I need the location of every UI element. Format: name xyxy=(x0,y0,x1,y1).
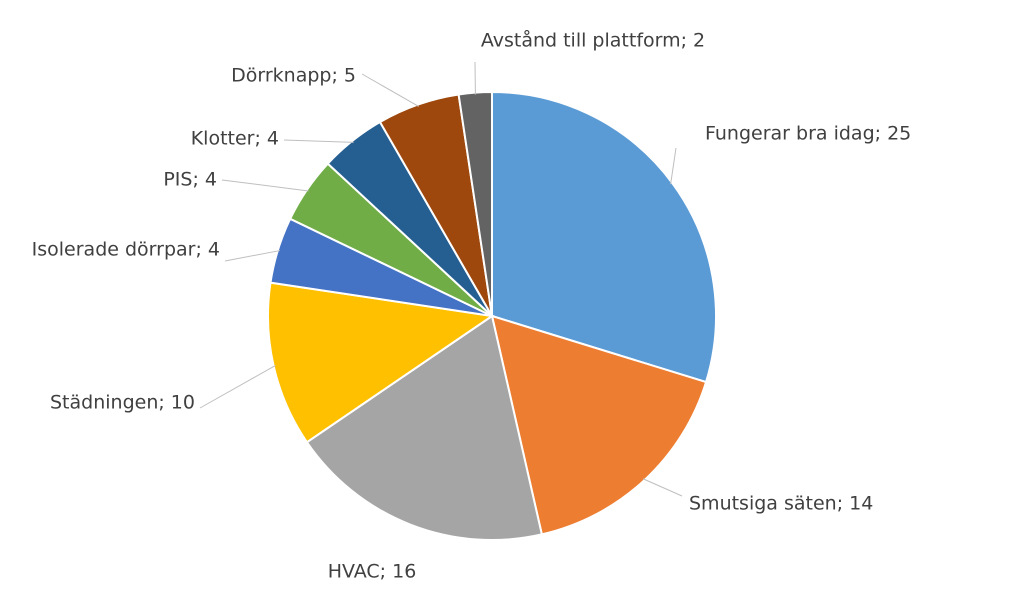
leader-lines-layer xyxy=(199,61,683,497)
data-label-avstand-till-plattform: Avstånd till plattform; 2 xyxy=(481,29,705,52)
leader-line-fungerar-bra-idag xyxy=(670,147,677,185)
leader-line-klotter xyxy=(283,139,354,143)
leader-line-smutsiga-saten xyxy=(642,478,683,497)
data-label-klotter: Klotter; 4 xyxy=(191,128,279,150)
data-label-hvac: HVAC; 16 xyxy=(328,561,417,583)
leader-line-dorrknapp xyxy=(361,73,419,107)
data-label-stadningen: Städningen; 10 xyxy=(50,392,195,414)
pie-slice-smutsiga-saten xyxy=(490,314,708,536)
data-label-pis: PIS; 4 xyxy=(163,169,217,191)
slices-layer xyxy=(267,90,717,541)
data-labels-layer: Fungerar bra idag; 25 Smutsiga säten; 14 H… xyxy=(32,29,912,583)
pie-slice-fungerar-bra-idag xyxy=(491,90,717,384)
pie-slice-hvac xyxy=(305,314,544,541)
data-label-isolerade-dorrpar: Isolerade dörrpar; 4 xyxy=(32,239,220,261)
leader-line-isolerade-dorrpar xyxy=(224,250,280,262)
leader-line-stadningen xyxy=(199,364,276,409)
data-label-dorrknapp: Dörrknapp; 5 xyxy=(231,65,356,87)
data-label-smutsiga-saten: Smutsiga säten; 14 xyxy=(689,493,873,515)
data-label-fungerar-bra-idag: Fungerar bra idag; 25 xyxy=(705,123,911,145)
leader-line-pis xyxy=(221,179,309,192)
pie-slice-stadningen xyxy=(267,281,495,444)
